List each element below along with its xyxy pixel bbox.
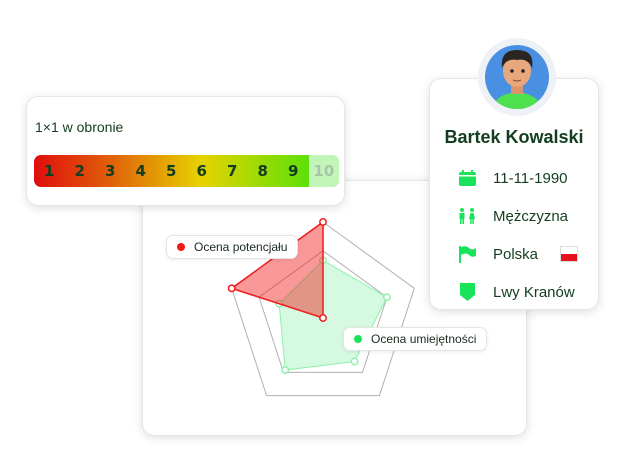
avatar-image [485,45,549,109]
calendar-icon [458,169,476,187]
player-name: Bartek Kowalski [444,127,584,147]
shield-icon [458,283,476,301]
radar-point[interactable] [319,314,327,322]
rating-level[interactable]: 3 [105,162,116,180]
rating-level[interactable]: 10 [308,155,339,187]
poland-flag-icon [560,246,579,262]
gender-icon [458,207,476,225]
rating-level[interactable]: 5 [166,162,177,180]
skill-title: 1×1 w obronie [35,119,124,135]
club-row: Lwy Kranów [458,283,575,301]
country: Polska [493,245,539,263]
rating-level[interactable]: 6 [196,162,207,180]
legend-dot-green [354,335,362,343]
skill-scale-card: 1×1 w obronie 1 2 3 4 5 6 7 8 9 10 [26,96,345,206]
rating-level[interactable]: 9 [288,162,299,180]
legend-potential: Ocena potencjału [166,235,299,259]
legend-label: Ocena potencjału [194,240,288,254]
rating-level[interactable]: 2 [74,162,85,180]
legend-dot-red [177,243,185,251]
rating-bar: 1 2 3 4 5 6 7 8 9 10 [34,155,339,187]
gender-row: Mężczyzna [458,207,568,225]
radar-point[interactable] [227,284,236,293]
radar-point[interactable] [350,357,359,366]
rating-level[interactable]: 1 [44,162,55,180]
radar-point[interactable] [319,218,327,226]
rating-level[interactable]: 7 [227,162,238,180]
birth-date-row: 11-11-1990 [458,169,568,187]
legend-skills: Ocena umiejętności [343,327,488,351]
legend-label: Ocena umiejętności [371,332,477,346]
avatar[interactable] [478,38,556,116]
radar-point[interactable] [382,293,391,302]
flag-icon [458,245,476,263]
radar-grid [258,250,388,373]
radar-point[interactable] [281,366,290,374]
player-profile-card: Bartek Kowalski 11-11-1990 Mężczyzna Pol… [429,78,599,310]
club: Lwy Kranów [493,283,575,301]
birth-date: 11-11-1990 [493,169,568,187]
rating-level[interactable]: 8 [257,162,268,180]
rating-level[interactable]: 4 [135,162,146,180]
gender: Mężczyzna [493,207,569,225]
country-row: Polska [458,245,579,263]
